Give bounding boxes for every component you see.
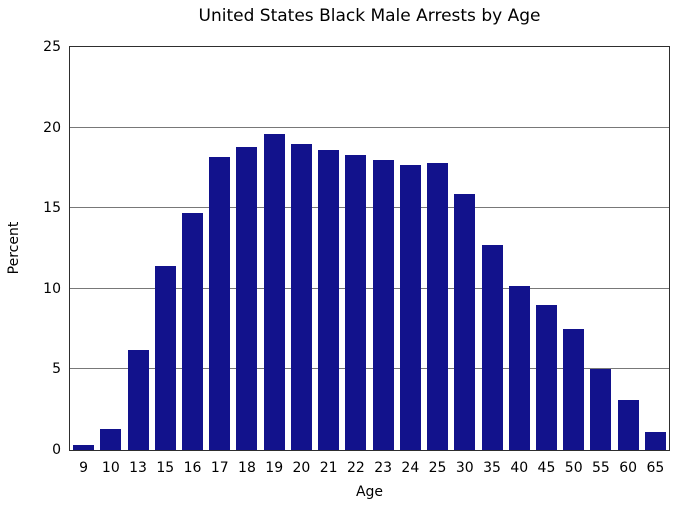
bar-age-17 xyxy=(209,156,231,450)
bar-age-10 xyxy=(100,429,122,450)
bar-age-21 xyxy=(318,150,340,450)
y-tick-label-25: 25 xyxy=(43,39,61,55)
plot-area xyxy=(69,46,670,451)
bar-age-15 xyxy=(154,266,176,450)
x-tick-label-35: 35 xyxy=(483,460,501,476)
x-tick-label-21: 21 xyxy=(319,460,338,476)
y-axis-label: Percent xyxy=(6,221,22,275)
bar-age-50 xyxy=(563,329,585,450)
x-tick-label-25: 25 xyxy=(428,460,447,476)
x-tick-label-55: 55 xyxy=(592,460,610,476)
x-tick-label-65: 65 xyxy=(646,460,665,476)
chart-title: United States Black Male Arrests by Age xyxy=(198,6,541,26)
bar-age-19 xyxy=(263,134,285,450)
x-tick-label-10: 10 xyxy=(101,460,120,476)
x-tick-label-30: 30 xyxy=(455,460,474,476)
bar-age-30 xyxy=(454,193,476,450)
bar-age-35 xyxy=(481,245,503,450)
bar-age-45 xyxy=(535,304,557,450)
bar-age-23 xyxy=(372,159,394,450)
x-tick-label-50: 50 xyxy=(564,460,583,476)
x-tick-label-22: 22 xyxy=(346,460,365,476)
gridline-y-5 xyxy=(70,368,669,370)
x-axis-label: Age xyxy=(355,484,384,500)
x-tick-label-13: 13 xyxy=(129,460,147,476)
gridline-y-20 xyxy=(70,126,669,128)
bar-age-24 xyxy=(399,164,421,450)
gridline-y-10 xyxy=(70,287,669,289)
bar-age-18 xyxy=(236,146,258,450)
x-tick-label-20: 20 xyxy=(292,460,311,476)
y-tick-label-0: 0 xyxy=(52,442,61,458)
y-tick-label-10: 10 xyxy=(43,280,61,297)
bar-age-25 xyxy=(427,163,449,450)
bar-age-9 xyxy=(73,445,95,450)
bar-age-60 xyxy=(617,400,639,450)
bar-age-20 xyxy=(290,143,312,450)
x-tick-label-16: 16 xyxy=(183,460,202,476)
x-tick-label-45: 45 xyxy=(537,460,556,476)
x-tick-label-40: 40 xyxy=(510,460,529,476)
x-tick-label-9: 9 xyxy=(79,460,89,476)
bar-age-13 xyxy=(127,350,149,450)
y-tick-label-5: 5 xyxy=(52,361,61,378)
x-tick-label-24: 24 xyxy=(401,460,420,476)
x-tick-label-17: 17 xyxy=(210,460,229,476)
x-tick-label-18: 18 xyxy=(238,460,256,476)
y-tick-label-20: 20 xyxy=(43,119,61,136)
bar-age-16 xyxy=(182,213,204,450)
bar-age-65 xyxy=(644,432,666,450)
x-tick-label-15: 15 xyxy=(156,460,175,476)
bar-age-55 xyxy=(590,369,612,450)
x-tick-label-19: 19 xyxy=(265,460,284,476)
y-tick-label-15: 15 xyxy=(43,200,61,217)
x-tick-label-23: 23 xyxy=(374,460,393,476)
gridline-y-15 xyxy=(70,207,669,209)
x-tick-label-60: 60 xyxy=(619,460,638,476)
bar-age-40 xyxy=(508,285,530,450)
bar-age-22 xyxy=(345,155,367,450)
